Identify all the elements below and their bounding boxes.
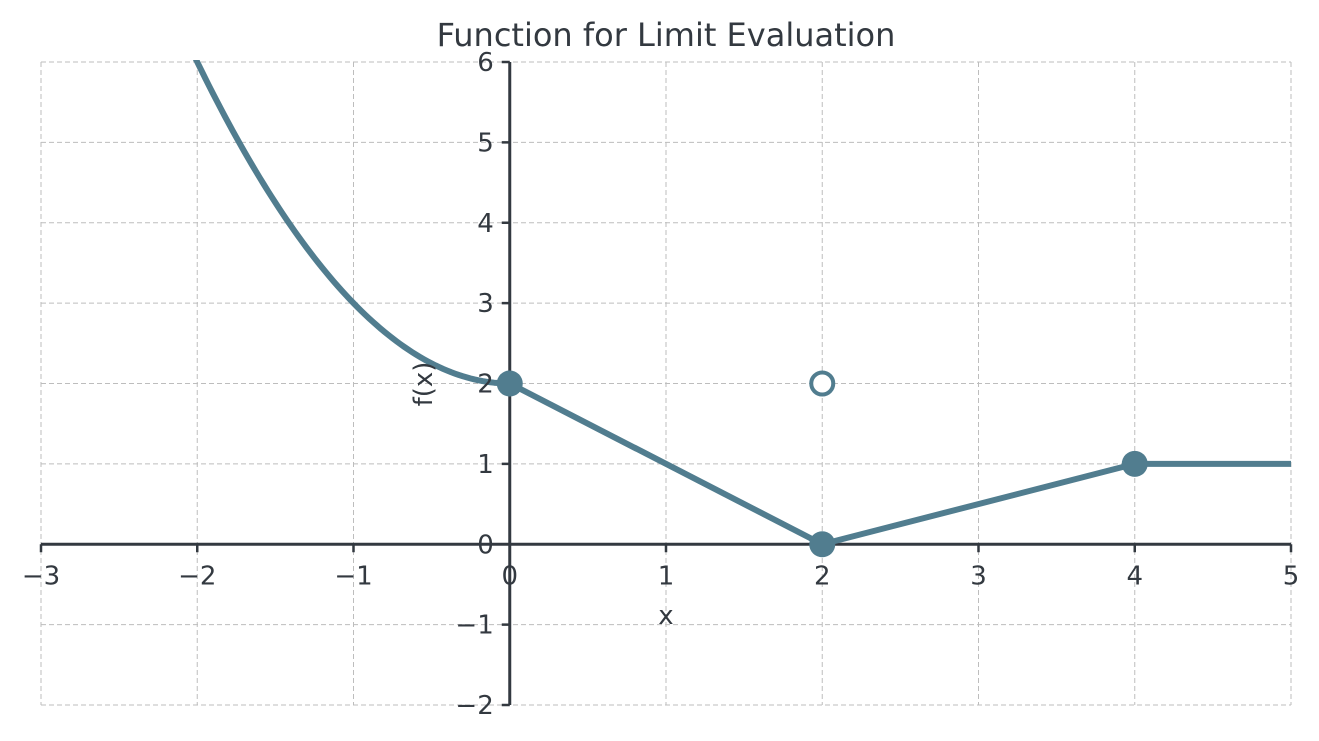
function-curve (192, 60, 1291, 548)
x-tick-label: −3 (22, 561, 60, 591)
x-tick-label: 1 (658, 561, 675, 591)
x-tick-label: 4 (1126, 561, 1143, 591)
closed-point (1121, 450, 1148, 477)
x-tick-label: 2 (814, 561, 831, 591)
x-tick-label: −2 (178, 561, 216, 591)
x-axis-label: x (658, 601, 673, 631)
y-axis-label: f(x) (409, 362, 439, 407)
grid (40, 61, 1292, 706)
x-tick-label: 0 (501, 561, 518, 591)
y-tick-label: 4 (477, 209, 494, 239)
closed-point (809, 531, 836, 558)
open-point (809, 370, 836, 397)
y-tick-label: 5 (477, 128, 494, 158)
closed-point (496, 370, 523, 397)
y-tick-label: 6 (477, 48, 494, 78)
chart-title: Function for Limit Evaluation (437, 16, 896, 54)
curve-segment-1 (192, 60, 510, 387)
x-tick-label: −1 (334, 561, 372, 591)
curve-segment-3 (821, 460, 1136, 548)
y-tick-label: −2 (455, 691, 493, 721)
y-tick-label: −1 (455, 611, 493, 641)
endpoint-markers (496, 370, 1148, 558)
y-tick-label: 2 (477, 370, 494, 400)
x-tick-label: 5 (1283, 561, 1300, 591)
tick-labels: −3 −2 −1 0 1 2 3 4 5 −2 −1 0 1 2 3 4 5 6 (22, 48, 1299, 721)
y-tick-label: 1 (477, 450, 494, 480)
curve-segment-2 (508, 380, 824, 547)
y-tick-label: 0 (477, 530, 494, 560)
x-tick-label: 3 (970, 561, 987, 591)
y-tick-label: 3 (477, 289, 494, 319)
